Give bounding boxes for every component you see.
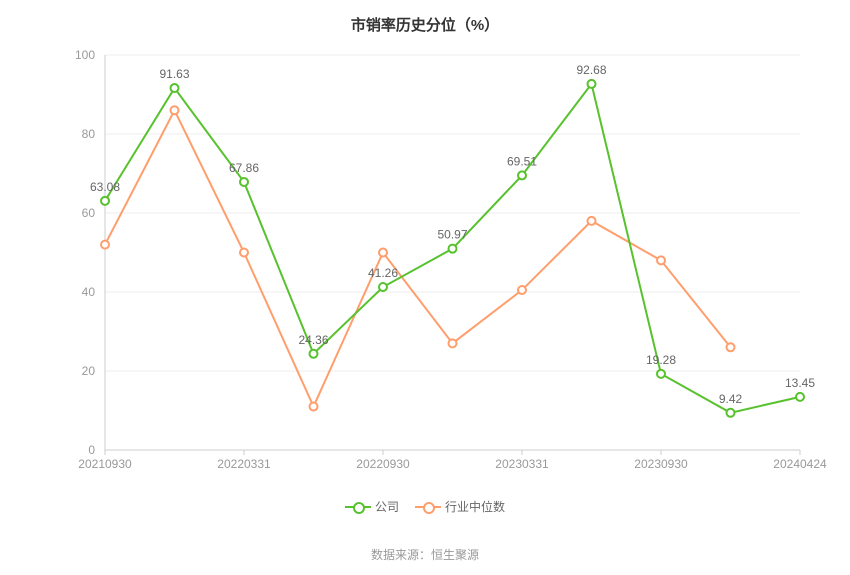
- data-source-text: 数据来源：恒生聚源: [371, 548, 479, 562]
- svg-text:91.63: 91.63: [159, 67, 189, 81]
- svg-text:69.51: 69.51: [507, 154, 537, 168]
- svg-text:80: 80: [82, 127, 96, 141]
- legend: 公司 行业中位数: [0, 498, 850, 519]
- legend-item-company[interactable]: 公司: [345, 498, 399, 515]
- svg-text:20220930: 20220930: [356, 457, 410, 471]
- svg-text:100: 100: [75, 48, 95, 62]
- chart-container: 市销率历史分位（%） 02040608010020210930202203312…: [0, 0, 850, 575]
- chart-svg: 0 20 40 60 80 100 20210930 20220331 20220930 2023…: [0, 0, 850, 575]
- svg-text:50.97: 50.97: [437, 228, 467, 242]
- plot-area: 0 20 40 60 80 100 20210930 20220331 20220930 2023…: [0, 0, 850, 575]
- svg-text:20220331: 20220331: [217, 457, 271, 471]
- svg-text:20240424: 20240424: [773, 457, 827, 471]
- svg-text:20210930: 20210930: [78, 457, 132, 471]
- svg-text:60: 60: [82, 206, 96, 220]
- svg-text:24.36: 24.36: [298, 333, 328, 347]
- svg-text:9.42: 9.42: [719, 392, 743, 406]
- svg-text:0: 0: [88, 443, 95, 457]
- legend-item-industry_median[interactable]: 行业中位数: [415, 498, 505, 515]
- svg-text:20: 20: [82, 364, 96, 378]
- legend-label-company: 公司: [375, 498, 399, 515]
- svg-text:63.08: 63.08: [90, 180, 120, 194]
- legend-marker-company: [345, 500, 371, 514]
- legend-marker-industry_median: [415, 500, 441, 514]
- svg-text:20230930: 20230930: [634, 457, 688, 471]
- svg-text:41.26: 41.26: [368, 266, 398, 280]
- svg-text:13.45: 13.45: [785, 376, 815, 390]
- data-source: 数据来源：恒生聚源: [0, 546, 850, 563]
- svg-text:40: 40: [82, 285, 96, 299]
- svg-text:20230331: 20230331: [495, 457, 549, 471]
- svg-text:92.68: 92.68: [576, 63, 606, 77]
- svg-text:67.86: 67.86: [229, 161, 259, 175]
- svg-text:19.28: 19.28: [646, 353, 676, 367]
- legend-label-industry_median: 行业中位数: [445, 498, 505, 515]
